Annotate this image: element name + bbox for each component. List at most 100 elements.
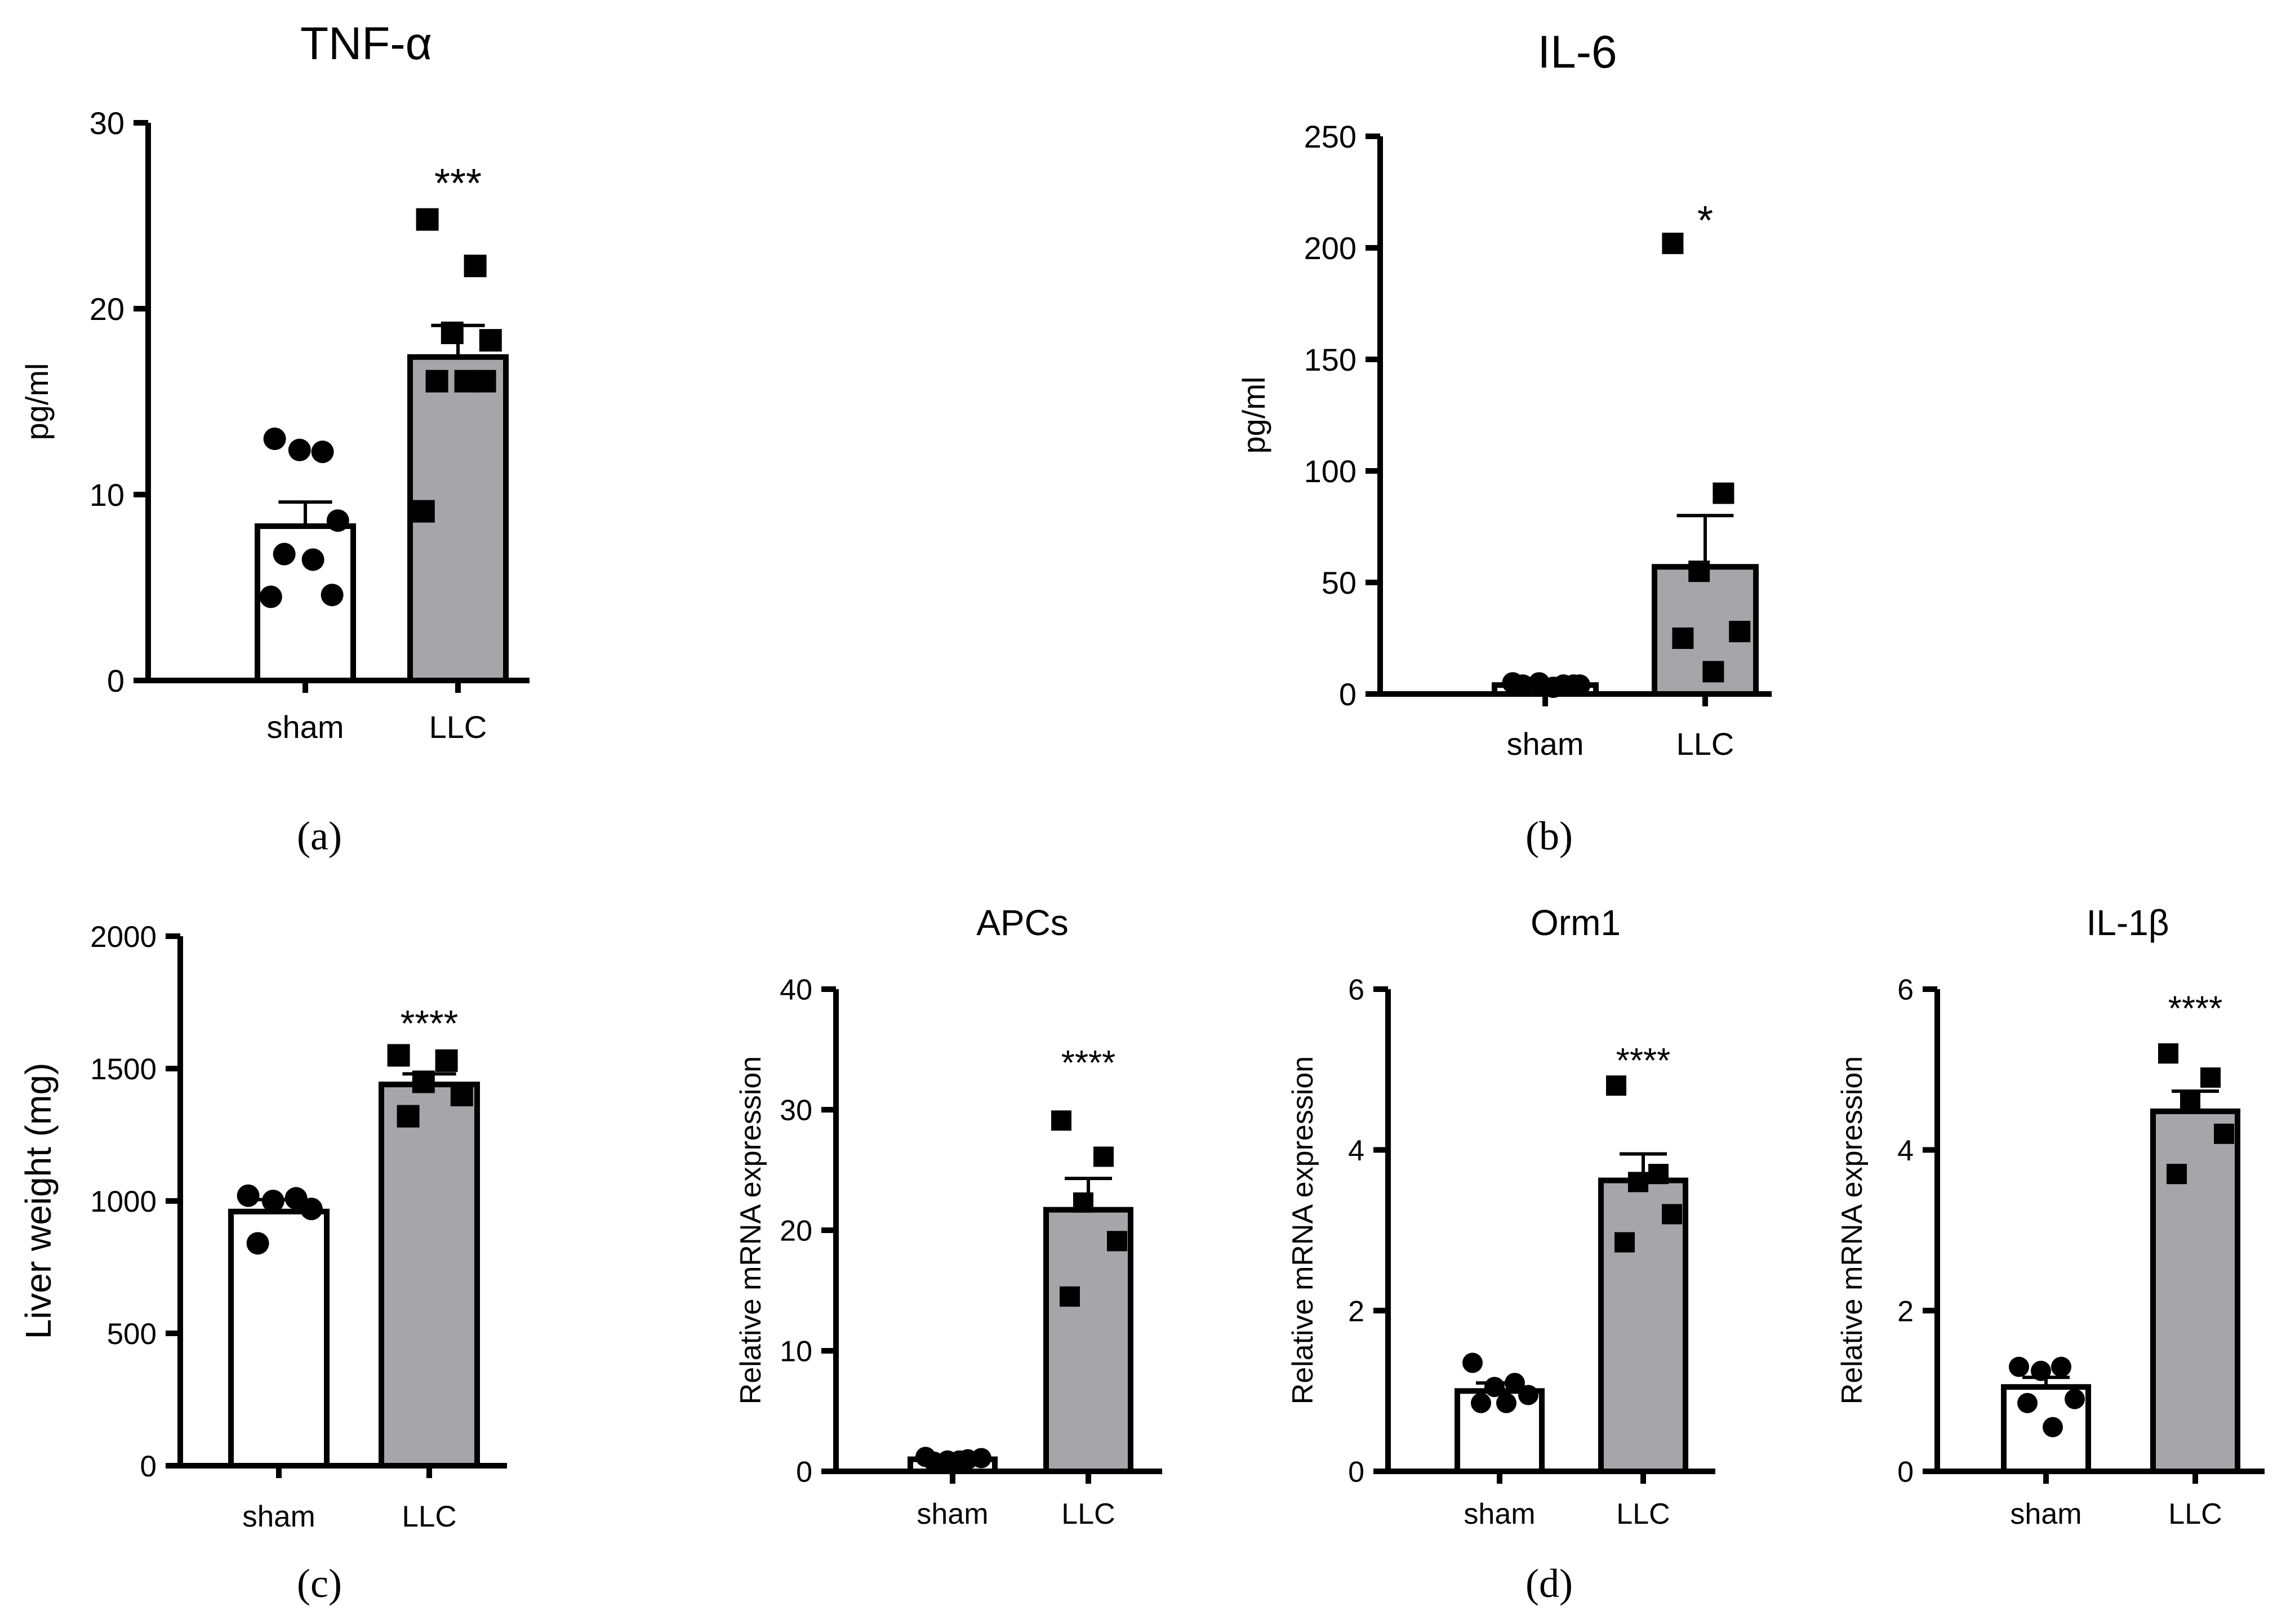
bar-llc xyxy=(379,1082,480,1469)
significance-stars: **** xyxy=(401,1002,459,1044)
data-point-llc xyxy=(454,370,477,393)
data-point-sham xyxy=(1462,1352,1483,1373)
y-tick-label: 0 xyxy=(140,1450,157,1483)
data-point-sham xyxy=(1505,1373,1525,1394)
data-point-sham xyxy=(300,1198,323,1221)
x-tick-label: sham xyxy=(267,709,344,745)
y-tick-label: 6 xyxy=(1897,974,1914,1007)
data-point-sham xyxy=(263,428,286,450)
x-tick-label: sham xyxy=(917,1498,988,1530)
y-tick-label: 30 xyxy=(780,1094,812,1127)
data-point-sham xyxy=(1484,1377,1505,1398)
y-tick-label: 20 xyxy=(90,291,124,327)
data-point-llc xyxy=(412,500,435,523)
data-point-sham xyxy=(1496,1392,1516,1413)
significance-stars: **** xyxy=(1616,1042,1671,1080)
data-point-sham xyxy=(971,1448,991,1469)
panel-labels: (a) (b) (c) (d) xyxy=(297,813,1573,1606)
data-point-llc xyxy=(1073,1192,1093,1213)
data-point-sham xyxy=(237,1184,260,1207)
data-point-sham xyxy=(924,1451,944,1472)
y-tick-label: 100 xyxy=(1304,453,1356,489)
data-point-sham xyxy=(261,1190,284,1212)
y-axis-label: pg/ml xyxy=(19,363,55,441)
data-point-sham xyxy=(326,509,349,532)
data-point-sham xyxy=(2017,1392,2038,1413)
data-point-llc xyxy=(2167,1164,2187,1185)
data-point-llc xyxy=(1672,628,1694,649)
data-point-sham xyxy=(1471,1392,1491,1413)
significance-stars: * xyxy=(1697,198,1713,243)
data-point-llc xyxy=(464,255,487,278)
y-tick-label: 50 xyxy=(1322,565,1356,600)
data-point-sham xyxy=(2009,1356,2029,1377)
y-tick-label: 20 xyxy=(780,1215,812,1248)
chart-tnf: sham LLC 0 10 20 30 pg/ml TNF-α *** xyxy=(19,18,530,745)
data-point-llc xyxy=(1628,1172,1648,1193)
y-tick-label: 2000 xyxy=(90,920,157,954)
data-point-sham xyxy=(301,548,324,571)
y-tick-label: 2 xyxy=(1897,1295,1914,1328)
data-point-llc xyxy=(1107,1231,1127,1252)
data-point-llc xyxy=(441,321,464,344)
y-tick-label: 0 xyxy=(107,663,124,698)
chart-il6: sham LLC 0 50 100 150 200 250 pg/ml IL-6 * xyxy=(1236,26,1772,762)
y-tick-label: 0 xyxy=(1897,1456,1914,1489)
data-point-sham xyxy=(2065,1389,2085,1409)
data-point-llc xyxy=(412,1070,435,1093)
y-tick-label: 200 xyxy=(1304,230,1356,266)
x-tick-label: LLC xyxy=(402,1500,456,1533)
data-point-llc xyxy=(1702,661,1724,683)
bar-llc xyxy=(1598,1177,1688,1474)
chart-orm1: sham LLC 0 2 4 6 Relative mRNA expression Orm1 *… xyxy=(1287,902,1715,1530)
data-point-llc xyxy=(1614,1232,1635,1253)
data-point-llc xyxy=(479,329,502,352)
y-tick-label: 40 xyxy=(780,974,812,1007)
data-point-llc xyxy=(2180,1091,2200,1112)
data-point-llc xyxy=(416,208,439,231)
data-point-sham xyxy=(288,438,311,461)
y-tick-label: 10 xyxy=(780,1336,812,1368)
data-point-llc xyxy=(2158,1043,2178,1064)
bar-sham xyxy=(228,1208,330,1469)
y-tick-label: 2 xyxy=(1348,1295,1364,1328)
chart-title: APCs xyxy=(976,902,1069,943)
chart-title: Orm1 xyxy=(1531,902,1621,943)
y-tick-label: 150 xyxy=(1304,342,1356,377)
y-axis-label: Relative mRNA expression xyxy=(1836,1056,1869,1404)
data-point-sham xyxy=(2051,1356,2071,1377)
bar-llc xyxy=(2150,1108,2240,1475)
y-tick-label: 4 xyxy=(1897,1134,1914,1167)
x-tick-label: LLC xyxy=(2168,1498,2222,1530)
x-tick-label: sham xyxy=(242,1500,315,1533)
data-point-llc xyxy=(1606,1075,1626,1096)
data-point-llc xyxy=(1051,1110,1071,1131)
chart-title: IL-1β xyxy=(2086,902,2169,943)
y-axis-label: Relative mRNA expression xyxy=(1287,1056,1319,1404)
x-tick-label: LLC xyxy=(1061,1498,1115,1530)
chart-liver: sham LLC 0 500 1000 1500 2000 Liver weight (mg)… xyxy=(18,920,507,1533)
chart-il1b: sham LLC 0 2 4 6 Relative mRNA expression IL-1β… xyxy=(1836,902,2265,1530)
data-point-sham xyxy=(246,1232,269,1255)
y-tick-label: 0 xyxy=(1339,677,1356,712)
x-tick-label: LLC xyxy=(429,709,487,745)
panel-label-b: (b) xyxy=(1525,813,1573,858)
data-point-sham xyxy=(273,542,296,566)
panel-label-a: (a) xyxy=(297,813,342,858)
data-point-llc xyxy=(1688,560,1710,582)
data-point-sham xyxy=(259,585,282,608)
panel-label-d: (d) xyxy=(1525,1561,1573,1606)
y-axis-label: pg/ml xyxy=(1236,377,1271,454)
data-point-llc xyxy=(1648,1164,1669,1185)
data-point-llc xyxy=(425,370,448,393)
data-point-llc xyxy=(1662,1204,1682,1225)
y-tick-label: 30 xyxy=(90,105,124,141)
chart-title: TNF-α xyxy=(300,18,432,69)
x-tick-label: sham xyxy=(1507,726,1584,762)
data-point-sham xyxy=(311,441,334,464)
y-tick-label: 4 xyxy=(1348,1134,1364,1167)
data-point-sham xyxy=(1518,1385,1538,1405)
data-point-llc xyxy=(1729,621,1751,643)
data-point-llc xyxy=(450,1084,473,1106)
